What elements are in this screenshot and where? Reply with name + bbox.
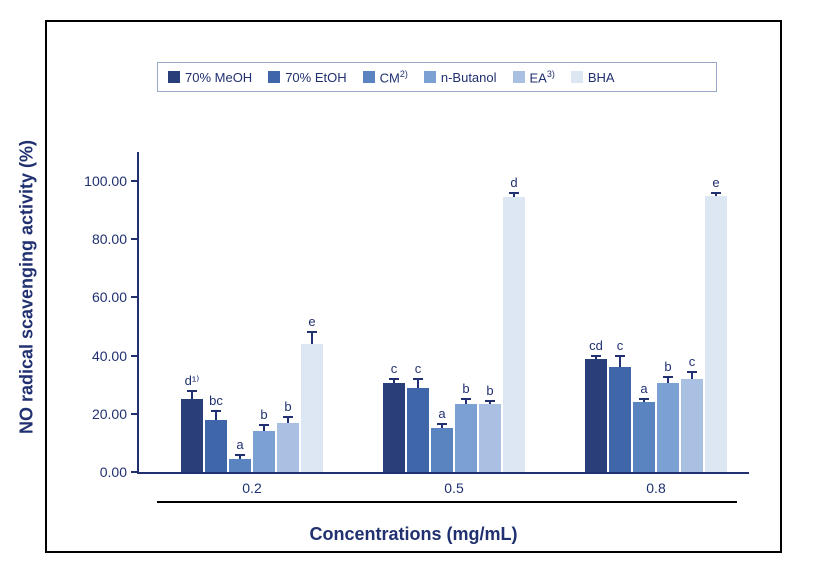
plot-area: 0.0020.0040.0060.0080.00100.000.2d¹⁾bcab…	[137, 152, 749, 474]
bar	[503, 197, 525, 472]
significance-label: c	[391, 361, 398, 376]
legend-label: EA3)	[530, 69, 555, 85]
legend-label: n-Butanol	[441, 70, 497, 85]
error-cap	[235, 454, 245, 456]
legend-label: BHA	[588, 70, 615, 85]
y-tick	[131, 413, 139, 415]
error-bar	[215, 411, 217, 420]
legend-item: 70% EtOH	[268, 70, 346, 85]
bar	[383, 383, 405, 472]
error-cap	[485, 400, 495, 402]
error-cap	[437, 423, 447, 425]
bar	[205, 420, 227, 472]
bar	[479, 404, 501, 472]
significance-label: c	[689, 354, 696, 369]
legend-label: 70% MeOH	[185, 70, 252, 85]
bar	[633, 402, 655, 472]
error-bar	[417, 379, 419, 388]
bar	[407, 388, 429, 472]
bar	[253, 431, 275, 472]
error-cap	[509, 192, 519, 194]
x-tick-label: 0.2	[242, 480, 261, 496]
significance-label: b	[486, 383, 493, 398]
legend-label: 70% EtOH	[285, 70, 346, 85]
significance-label: cd	[589, 338, 603, 353]
y-tick-label: 100.00	[81, 173, 127, 189]
y-axis-title: NO radical scavenging activity (%)	[17, 139, 38, 433]
legend-item: EA3)	[513, 69, 555, 85]
y-tick-label: 40.00	[81, 348, 127, 364]
bar	[455, 404, 477, 472]
bar	[181, 399, 203, 472]
bar	[705, 196, 727, 472]
error-bar	[311, 332, 313, 344]
legend: 70% MeOH 70% EtOH CM2) n-Butanol EA3) BHA	[157, 62, 717, 92]
y-tick	[131, 180, 139, 182]
significance-label: b	[462, 381, 469, 396]
legend-item: CM2)	[363, 69, 408, 85]
error-cap	[187, 390, 197, 392]
legend-label: CM2)	[380, 69, 408, 85]
error-cap	[711, 192, 721, 194]
significance-label: a	[438, 406, 445, 421]
significance-label: c	[617, 338, 624, 353]
bar	[609, 367, 631, 472]
legend-item: n-Butanol	[424, 70, 497, 85]
significance-label: e	[712, 175, 719, 190]
y-tick	[131, 296, 139, 298]
legend-swatch	[513, 71, 525, 83]
error-cap	[687, 371, 697, 373]
significance-label: e	[308, 314, 315, 329]
error-cap	[211, 410, 221, 412]
bar	[431, 428, 453, 472]
error-cap	[461, 398, 471, 400]
legend-swatch	[571, 71, 583, 83]
error-cap	[283, 416, 293, 418]
legend-item: BHA	[571, 70, 615, 85]
significance-label: b	[260, 407, 267, 422]
y-tick-label: 80.00	[81, 231, 127, 247]
bar	[301, 344, 323, 472]
error-cap	[615, 355, 625, 357]
bar	[657, 383, 679, 472]
chart-frame: NO radical scavenging activity (%) Conce…	[45, 20, 782, 553]
error-cap	[639, 398, 649, 400]
significance-label: bc	[209, 393, 223, 408]
y-tick-label: 0.00	[81, 464, 127, 480]
legend-swatch	[268, 71, 280, 83]
significance-label: c	[415, 361, 422, 376]
bar	[229, 459, 251, 472]
significance-label: b	[664, 359, 671, 374]
significance-label: d	[510, 175, 517, 190]
y-tick	[131, 238, 139, 240]
error-bar	[619, 356, 621, 368]
x-tick-label: 0.5	[444, 480, 463, 496]
error-cap	[259, 424, 269, 426]
bar	[585, 359, 607, 472]
x-axis-rule	[157, 501, 737, 503]
y-tick-label: 20.00	[81, 406, 127, 422]
error-cap	[663, 376, 673, 378]
legend-swatch	[424, 71, 436, 83]
bar	[277, 423, 299, 472]
significance-label: a	[236, 437, 243, 452]
error-cap	[591, 355, 601, 357]
significance-label: b	[284, 399, 291, 414]
bar	[681, 379, 703, 472]
legend-swatch	[363, 71, 375, 83]
y-tick	[131, 471, 139, 473]
error-bar	[191, 391, 193, 400]
error-cap	[413, 378, 423, 380]
significance-label: a	[640, 381, 647, 396]
error-cap	[307, 331, 317, 333]
error-bar	[691, 372, 693, 379]
legend-item: 70% MeOH	[168, 70, 252, 85]
y-tick	[131, 355, 139, 357]
x-axis-title: Concentrations (mg/mL)	[309, 524, 517, 545]
significance-label: d¹⁾	[185, 373, 200, 389]
legend-swatch	[168, 71, 180, 83]
y-tick-label: 60.00	[81, 289, 127, 305]
x-tick-label: 0.8	[646, 480, 665, 496]
error-cap	[389, 378, 399, 380]
